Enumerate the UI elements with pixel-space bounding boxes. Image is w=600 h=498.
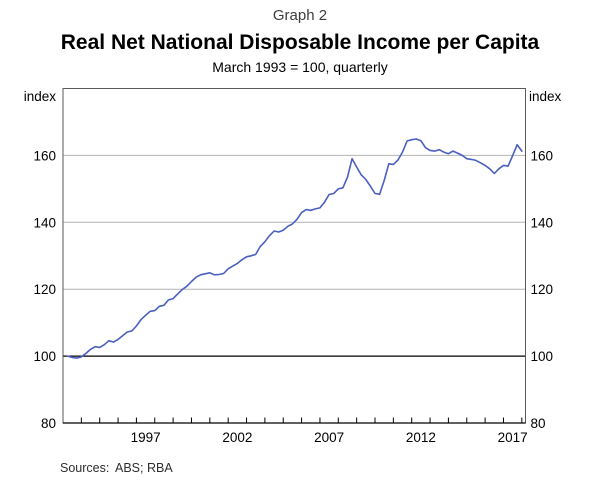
series-line-rnndi-per-capita: [66, 138, 523, 359]
plot-frame: [62, 88, 526, 424]
x-year-label-2007: 2007: [314, 430, 344, 445]
y-tick-label-right-100: 100: [531, 349, 554, 364]
y-tick-label-left-100: 100: [33, 349, 56, 364]
plot-area: 80 80 100 100 120 120 140 140 160 160 1997 2002 2007…: [33, 88, 554, 445]
x-year-label-1997: 1997: [131, 430, 161, 445]
y-tick-label-left-140: 140: [33, 215, 56, 230]
y-tick-label-right-80: 80: [531, 416, 546, 431]
y-axis-unit-label-right: index: [529, 89, 562, 104]
graph-number: Graph 2: [273, 7, 327, 24]
y-tick-label-left-120: 120: [33, 282, 56, 297]
x-year-label-2017: 2017: [498, 430, 528, 445]
sources-text: ABS; RBA: [115, 461, 173, 475]
y-axis-unit-label-left: index: [24, 89, 57, 104]
x-year-label-2012: 2012: [406, 430, 436, 445]
graph-subtitle: March 1993 = 100, quarterly: [212, 59, 388, 75]
y-tick-label-left-160: 160: [33, 148, 56, 163]
sources-label: Sources:: [60, 461, 109, 475]
y-tick-label-left-80: 80: [41, 416, 56, 431]
y-tick-label-right-120: 120: [531, 282, 554, 297]
x-year-label-2002: 2002: [222, 430, 252, 445]
page-title: Real Net National Disposable Income per …: [61, 31, 540, 54]
y-tick-label-right-160: 160: [531, 148, 554, 163]
y-tick-label-right-140: 140: [531, 215, 554, 230]
